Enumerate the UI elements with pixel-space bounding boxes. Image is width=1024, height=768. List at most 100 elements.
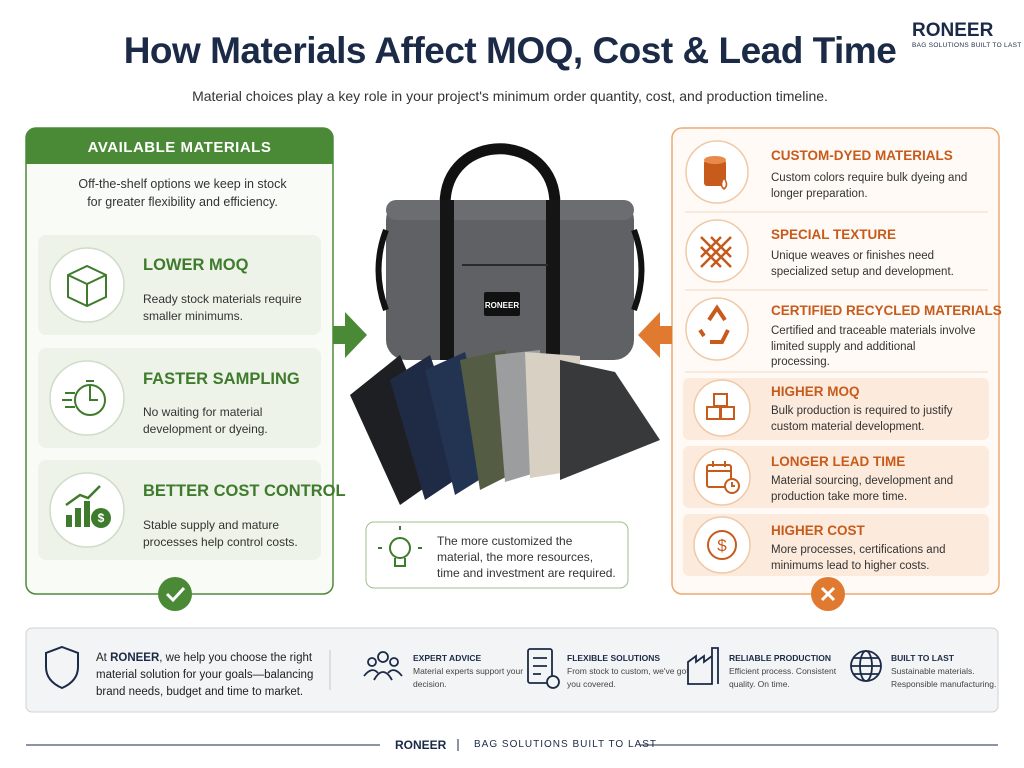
note-box <box>365 521 629 589</box>
feature-text: Material experts support your decision. <box>413 666 524 689</box>
green-arrow <box>333 312 367 358</box>
dye-icon <box>704 156 728 190</box>
graphic-part <box>440 200 454 360</box>
item-title: HIGHER MOQ <box>771 384 860 399</box>
graphic-part <box>687 647 719 685</box>
calendar-icon <box>706 461 740 494</box>
footer-tagline: BAG SOLUTIONS BUILT TO LAST <box>474 739 657 750</box>
feature-title: BUILT TO LAST <box>891 653 954 663</box>
page-subtitle: Material choices play a key role in your… <box>192 88 828 104</box>
graphic-part <box>389 537 411 559</box>
stopwatch-icon <box>62 380 106 416</box>
item-text: Ready stock materials require smaller mi… <box>143 292 302 323</box>
graphic-part <box>375 228 645 312</box>
shield-icon <box>45 645 79 690</box>
support-text-prefix: At <box>96 652 111 664</box>
graphic-part <box>704 156 726 164</box>
graphic-part <box>367 657 377 667</box>
graphic-part <box>700 236 732 268</box>
coin-icon: $ <box>707 530 737 560</box>
support-band <box>25 627 999 713</box>
graphic-part: $ <box>98 511 105 525</box>
graphic-part <box>685 297 749 361</box>
graphic-part <box>851 657 881 675</box>
graphic-part <box>66 515 72 527</box>
graphic-part <box>84 501 90 527</box>
cost-icon: $ <box>65 485 111 528</box>
recycle-icon <box>698 304 730 344</box>
graphic-part <box>75 508 81 527</box>
graphic-part <box>707 461 731 472</box>
graphic-part <box>62 380 98 408</box>
graphic-part: $ <box>717 536 727 555</box>
box-icon <box>67 264 107 308</box>
graphic-part <box>386 200 634 360</box>
item-box <box>683 446 989 508</box>
graphic-part <box>378 526 422 567</box>
graphic-part <box>704 160 726 186</box>
texture-icon <box>700 236 732 268</box>
globe-icon <box>850 650 882 682</box>
item-text: Unique weaves or finishes need specializ… <box>771 250 954 278</box>
item-title: LONGER LEAD TIME <box>771 454 906 469</box>
support-text: At RONEER, we help you choose the right … <box>96 650 321 701</box>
x-mark <box>820 586 836 602</box>
graphic-part <box>389 657 399 667</box>
graphic-part <box>707 530 737 560</box>
graphic-part <box>731 482 735 487</box>
orange-arrow <box>638 312 672 358</box>
graphic-part <box>693 516 751 574</box>
item-text: Bulk production is required to justify c… <box>771 405 953 433</box>
item-text: Certified and traceable materials involv… <box>771 325 976 368</box>
graphic-part <box>49 360 125 436</box>
graphic-part <box>693 448 751 506</box>
feature-text: Sustainable materials. Responsible manuf… <box>891 666 997 689</box>
graphic-part <box>560 360 660 480</box>
graphic-part <box>706 464 732 488</box>
item-text: Stable supply and mature processes help … <box>143 518 298 549</box>
page-title: How Materials Affect MOQ, Cost & Lead Ti… <box>123 30 897 71</box>
feature-title: RELIABLE PRODUCTION <box>729 653 831 663</box>
brand-logo: RONEER <box>912 20 994 41</box>
item-text: Material sourcing, development and produ… <box>771 475 954 503</box>
graphic-part <box>439 143 561 206</box>
graphic-part <box>720 406 735 420</box>
item-text: Custom colors require bulk dyeing and lo… <box>771 172 968 200</box>
people-icon <box>363 651 403 681</box>
graphic-part <box>484 292 520 316</box>
graphic-part <box>386 200 634 220</box>
brand-tagline: BAG SOLUTIONS BUILT TO LAST <box>912 42 1022 49</box>
graphic-part <box>67 264 107 308</box>
available-header-band <box>26 128 333 164</box>
feature-text: From stock to custom, we've got you cove… <box>567 666 689 689</box>
feature-title: EXPERT ADVICE <box>413 653 482 663</box>
check-badge <box>158 577 192 611</box>
footer-brand: RONEER <box>395 738 447 752</box>
item-title: FASTER SAMPLING <box>143 370 300 388</box>
graphic-part <box>65 485 101 507</box>
item-title: CUSTOM-DYED MATERIALS <box>771 148 953 163</box>
graphic-part <box>527 648 553 684</box>
item-title: LOWER MOQ <box>143 256 249 274</box>
bulb-icon <box>378 526 422 567</box>
panel-intro: Off-the-shelf options we keep in stock f… <box>78 177 287 209</box>
graphic-part <box>533 657 547 675</box>
graphic-part <box>363 669 403 681</box>
graphic-part <box>91 508 111 528</box>
boxes-icon <box>706 393 735 420</box>
graphic-part <box>377 651 389 663</box>
center-note: The more customized the material, the mo… <box>437 534 616 580</box>
check-mark <box>165 586 186 603</box>
item-box <box>683 514 989 576</box>
feature-title: FLEXIBLE SOLUTIONS <box>567 653 661 663</box>
graphic-part <box>546 675 560 689</box>
bag-illustration <box>375 143 645 360</box>
item-box <box>683 378 989 440</box>
factory-icon <box>687 647 719 685</box>
support-text-brand: RONEER <box>110 652 160 664</box>
graphic-part <box>546 200 560 360</box>
checklist-icon <box>527 648 560 689</box>
fabric-swatches <box>350 350 660 505</box>
